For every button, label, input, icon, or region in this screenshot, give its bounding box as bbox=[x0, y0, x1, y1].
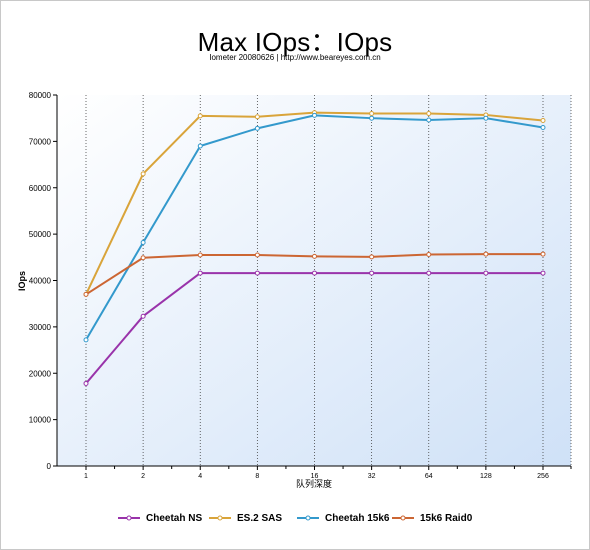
y-tick-label: 40000 bbox=[29, 277, 52, 286]
legend-line-icon bbox=[118, 515, 140, 521]
x-tick-label: 32 bbox=[368, 473, 376, 480]
data-point bbox=[140, 255, 146, 261]
y-tick-labels: 0 10000 20000 30000 40000 50000 60000 70000 8000… bbox=[29, 91, 57, 471]
series-cheetah-ns bbox=[83, 270, 546, 386]
legend-label: Cheetah NS bbox=[146, 512, 203, 524]
x-tick-label: 64 bbox=[425, 473, 433, 480]
data-point bbox=[483, 251, 489, 257]
data-point bbox=[426, 111, 432, 117]
data-point bbox=[369, 270, 375, 276]
x-tick-label: 1 bbox=[84, 473, 88, 480]
data-point bbox=[197, 270, 203, 276]
data-point bbox=[140, 239, 146, 245]
y-tick-label: 20000 bbox=[29, 369, 52, 378]
legend-item: Cheetah NS bbox=[118, 510, 202, 526]
legend-line-icon bbox=[297, 515, 319, 521]
x-tick-label: 8 bbox=[255, 473, 259, 480]
legend: Cheetah NS ES.2 SAS Cheetah 15k6 15k6 Raid0 bbox=[0, 510, 590, 526]
x-tick-label: 4 bbox=[198, 473, 202, 480]
data-point bbox=[426, 252, 432, 258]
x-tick-label: 16 bbox=[311, 473, 319, 480]
data-point bbox=[540, 124, 546, 130]
data-point bbox=[483, 115, 489, 121]
data-point bbox=[312, 112, 317, 118]
data-point bbox=[369, 111, 375, 117]
data-point bbox=[312, 270, 317, 276]
x-tick-labels: 1 2 4 8 16 32 64 128 256 bbox=[84, 466, 572, 480]
data-point bbox=[483, 270, 489, 276]
legend-line-icon bbox=[392, 515, 414, 521]
data-point bbox=[140, 313, 146, 319]
data-point bbox=[197, 113, 203, 119]
data-point bbox=[254, 114, 260, 120]
data-point bbox=[197, 252, 203, 258]
data-point bbox=[254, 125, 260, 131]
chart-title: Max IOps：IOps bbox=[197, 27, 393, 57]
data-point bbox=[540, 270, 546, 276]
data-point bbox=[83, 380, 89, 386]
y-tick-label: 70000 bbox=[29, 137, 52, 146]
data-point bbox=[140, 171, 146, 177]
data-point bbox=[540, 251, 546, 257]
y-tick-label: 30000 bbox=[29, 323, 52, 332]
y-tick-label: 80000 bbox=[29, 91, 52, 100]
y-tick-label: 50000 bbox=[29, 230, 52, 239]
data-point bbox=[540, 118, 546, 124]
series-lines bbox=[83, 110, 546, 386]
data-point bbox=[312, 253, 317, 259]
data-point bbox=[369, 115, 375, 121]
legend-item: Cheetah 15k6 bbox=[297, 510, 389, 526]
legend-label: 15k6 Raid0 bbox=[420, 512, 473, 524]
data-point bbox=[83, 337, 89, 343]
data-point bbox=[254, 252, 260, 258]
data-point bbox=[426, 117, 432, 123]
plot-area bbox=[57, 95, 571, 466]
data-point bbox=[369, 254, 375, 260]
data-point bbox=[254, 270, 260, 276]
series-cheetah-15k6 bbox=[83, 112, 546, 343]
data-point bbox=[83, 291, 89, 297]
data-point bbox=[426, 270, 432, 276]
x-tick-label: 128 bbox=[480, 473, 492, 480]
grid-lines bbox=[85, 95, 572, 466]
legend-item: 15k6 Raid0 bbox=[392, 510, 472, 526]
y-axis-label: IOps bbox=[17, 271, 27, 291]
series-15k6-raid0 bbox=[83, 251, 546, 297]
legend-label: Cheetah 15k6 bbox=[325, 512, 390, 524]
y-tick-label: 10000 bbox=[29, 416, 52, 425]
chart-subtitle: Iometer 20080626 | http://www.beareyes.c… bbox=[209, 53, 381, 62]
legend-label: ES.2 SAS bbox=[237, 512, 283, 524]
x-axis-label: 队列深度 bbox=[296, 478, 332, 490]
y-tick-label: 0 bbox=[47, 462, 52, 471]
y-tick-label: 60000 bbox=[29, 184, 52, 193]
x-tick-label: 2 bbox=[141, 473, 145, 480]
legend-line-icon bbox=[209, 515, 231, 521]
x-tick-label: 256 bbox=[537, 473, 549, 480]
legend-item: ES.2 SAS bbox=[209, 510, 282, 526]
data-point bbox=[197, 143, 203, 149]
